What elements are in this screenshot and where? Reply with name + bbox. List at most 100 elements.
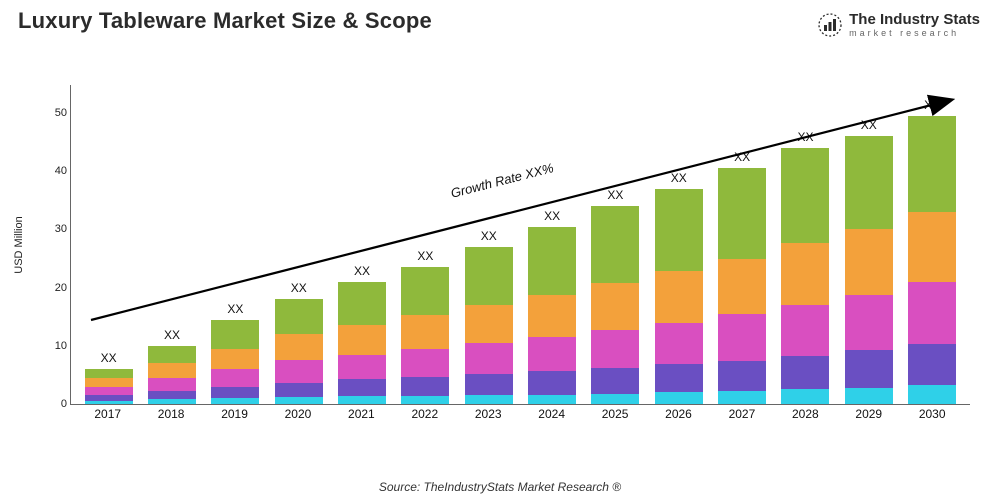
bar-segment [211,369,259,386]
bar-segment [85,369,133,378]
bar-segment [655,189,703,272]
bar-segment [401,349,449,377]
bar-segment [211,320,259,349]
bar-value-label: XX [101,351,117,365]
bar-segment [338,355,386,379]
bar-segment [338,396,386,404]
bar-segment [908,212,956,282]
bar-segment [528,395,576,404]
bar-segment [908,385,956,404]
stacked-bar [718,168,766,404]
bar-segment [781,148,829,243]
bar-segment [148,378,196,391]
stacked-bar [845,136,893,404]
brand-logo: The Industry Stats market research [817,12,980,38]
y-tick: 30 [37,223,67,235]
bar-value-label: XX [861,118,877,132]
bar-value-label: XX [417,249,433,263]
bar-segment [148,399,196,404]
stacked-bar [465,247,513,404]
stacked-bar [781,148,829,404]
bar-segment [655,271,703,322]
bar-segment [528,295,576,337]
bar-segment [465,395,513,404]
source-caption: Source: TheIndustryStats Market Research… [379,480,621,494]
bar-slot: XX [334,282,390,404]
bar-segment [465,374,513,395]
bar-segment [718,361,766,391]
bars-group: XXXXXXXXXXXXXXXXXXXXXXXXXXXX [71,85,970,404]
chart-container: Luxury Tableware Market Size & Scope The… [0,0,1000,500]
bar-slot: XX [904,116,960,404]
bar-segment [275,299,323,334]
bar-slot: XX [461,247,517,404]
bar-segment [591,368,639,394]
x-tick-label: 2020 [270,407,326,421]
y-tick: 20 [37,282,67,294]
bar-segment [275,383,323,398]
bar-segment [338,325,386,354]
bar-segment [845,388,893,404]
y-axis-label: USD Million [13,216,25,273]
chart-title: Luxury Tableware Market Size & Scope [18,8,432,34]
x-tick-label: 2022 [397,407,453,421]
stacked-bar [908,116,956,404]
stacked-bar [528,227,576,404]
bar-slot: XX [714,168,770,404]
x-tick-label: 2029 [841,407,897,421]
bar-value-label: XX [291,281,307,295]
bar-segment [718,391,766,404]
bar-segment [85,387,133,395]
bar-segment [781,389,829,404]
bar-value-label: XX [734,150,750,164]
x-tick-label: 2024 [524,407,580,421]
bar-value-label: XX [354,264,370,278]
bar-segment [718,168,766,258]
bar-segment [845,136,893,229]
bar-segment [908,344,956,386]
bar-segment [718,314,766,361]
bar-segment [338,282,386,326]
bar-slot: XX [524,227,580,404]
bar-slot: XX [651,189,707,404]
bar-segment [528,337,576,372]
bar-slot: XX [587,206,643,404]
y-tick: 50 [37,107,67,119]
bar-segment [211,398,259,404]
logo-main-text: The Industry Stats [849,12,980,27]
bar-value-label: XX [607,188,623,202]
bar-segment [85,378,133,387]
gear-bars-icon [817,12,843,38]
bar-segment [781,356,829,390]
bar-slot: XX [841,136,897,404]
stacked-bar [148,346,196,404]
bar-value-label: XX [671,171,687,185]
bar-segment [655,364,703,392]
y-tick: 0 [37,398,67,410]
bar-segment [148,391,196,400]
x-tick-label: 2021 [333,407,389,421]
x-tick-label: 2026 [651,407,707,421]
x-tick-label: 2027 [714,407,770,421]
bar-segment [148,363,196,378]
y-tick: 10 [37,340,67,352]
x-tick-label: 2030 [904,407,960,421]
bar-segment [591,283,639,330]
bar-segment [275,397,323,404]
chart-area: USD Million XXXXXXXXXXXXXXXXXXXXXXXXXXXX… [70,85,970,445]
bar-segment [908,282,956,344]
bar-segment [845,295,893,351]
bar-segment [465,247,513,305]
x-tick-label: 2028 [777,407,833,421]
stacked-bar [655,189,703,404]
bar-segment [655,323,703,365]
x-tick-label: 2025 [587,407,643,421]
stacked-bar [275,299,323,404]
bar-segment [655,392,703,404]
bar-segment [591,206,639,283]
bar-segment [781,305,829,356]
bar-value-label: XX [164,328,180,342]
x-tick-label: 2018 [143,407,199,421]
stacked-bar [338,282,386,404]
bar-segment [211,387,259,399]
